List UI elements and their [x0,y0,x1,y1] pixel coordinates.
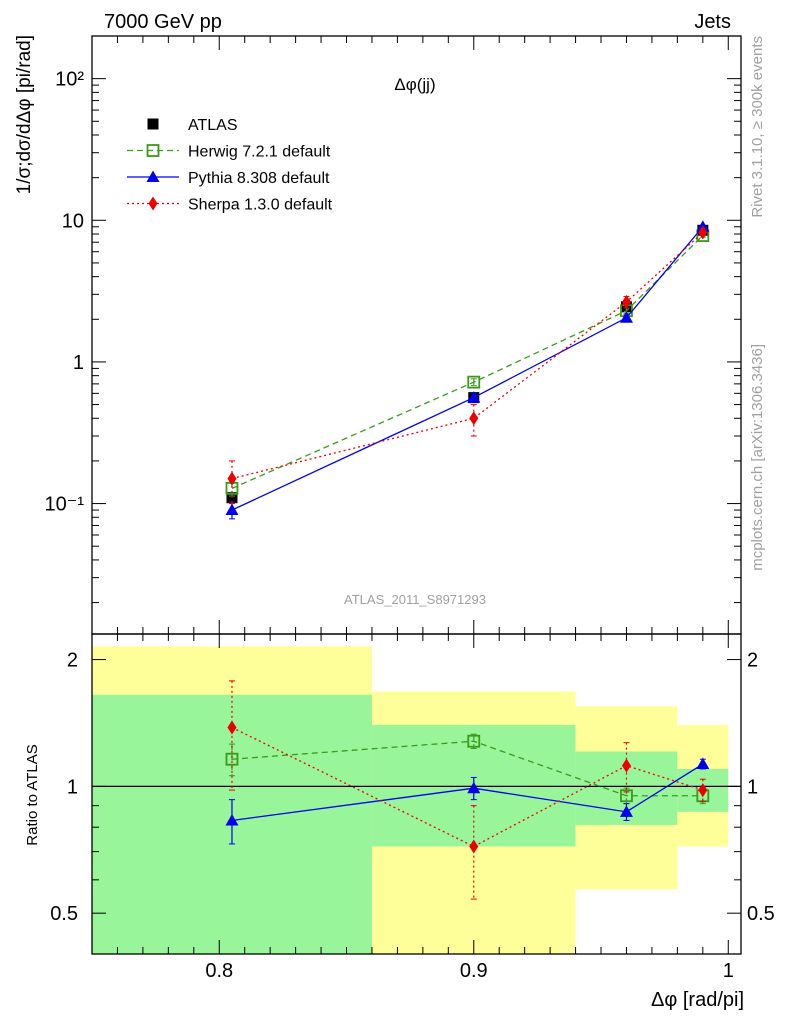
ratio-xtick-label: 0.9 [460,960,488,982]
ratio-point-sherpa [621,758,631,773]
legend: ATLAS Herwig 7.2.1 default Pythia 8.308 de… [127,117,333,214]
ratio-ytick-label-left: 2 [67,650,78,672]
side-label-top: Rivet 3.1.10, ≥ 300k events [749,36,766,218]
legend-label-sherpa: Sherpa 1.3.0 default [188,197,333,214]
main-title: Δφ(jj) [394,75,435,94]
ratio-point-pythia [619,805,633,817]
main-watermark: ATLAS_2011_S8971293 [344,592,486,607]
main-point-sherpa [698,225,708,240]
ratio-point-sherpa [469,839,479,854]
ratio-point-pythia [696,757,710,770]
main-point-pythia [619,311,633,323]
side-label-bottom: mcplots.cern.ch [arXiv:1306.3436] [749,344,766,571]
main-point-sherpa [227,471,237,486]
main-ytick-label: 10² [55,69,84,91]
legend-marker-data [147,118,159,130]
ratio-ytick-label-left: 0.5 [50,903,78,925]
legend-marker-herwig [146,144,160,157]
ratio-ytick-label-left: 1 [67,776,78,798]
ratio-line-herwig [231,740,703,797]
ratio-point-sherpa [698,783,708,798]
main-ytick-label: 10⁻¹ [45,494,85,516]
main-ytick-label: 10 [62,210,84,232]
main-ytick-label: 1 [73,352,84,374]
ratio-point-sherpa [227,720,237,735]
main-point-pythia [225,503,239,516]
ratio-point-herwig [620,789,633,803]
legend-label-data: ATLAS [188,117,238,134]
ratio-line-sherpa [231,726,704,848]
ratio-point-pythia [467,781,481,794]
ratio-point-herwig [225,752,239,766]
main-line-sherpa [231,232,704,480]
legend-label-pythia: Pythia 8.308 default [188,170,330,187]
main-ylabel: 1/σ;dσ/dΔφ [pi/rad] [14,35,35,194]
main-point-sherpa [621,294,631,309]
ratio-line-pythia [231,763,704,822]
header-right: Jets [694,11,731,33]
ratio-ylabel: Ratio to ATLAS [24,744,41,845]
ratio-xtick-label: 0.8 [205,960,233,982]
axes-frames: 10⁻¹ 1 10 10² 0.8 0.9 1 0.5 0.5 1 1 2 2 [45,35,775,982]
main-line-herwig [231,235,704,489]
ratio-point-pythia [225,813,239,826]
main-line-pythia [231,226,704,511]
legend-label-herwig: Herwig 7.2.1 default [188,144,331,161]
ratio-ytick-label-right: 1 [747,776,758,798]
ratio-frame [91,633,742,955]
legend-marker-sherpa [148,196,158,211]
legend-marker-pythia [146,170,160,182]
ratio-ytick-label-right: 0.5 [747,903,775,925]
main-point-sherpa [469,411,479,426]
header-left: 7000 GeV pp [104,11,222,33]
main-point-herwig [467,375,481,389]
main-point-pythia [467,391,481,403]
ratio-ytick-label-right: 2 [747,650,758,672]
ratio-xtick-label: 1 [723,960,734,982]
ratio-point-herwig [467,734,481,748]
ratio-xlabel: Δφ [rad/pi] [651,989,744,1011]
series-layer [225,220,710,900]
